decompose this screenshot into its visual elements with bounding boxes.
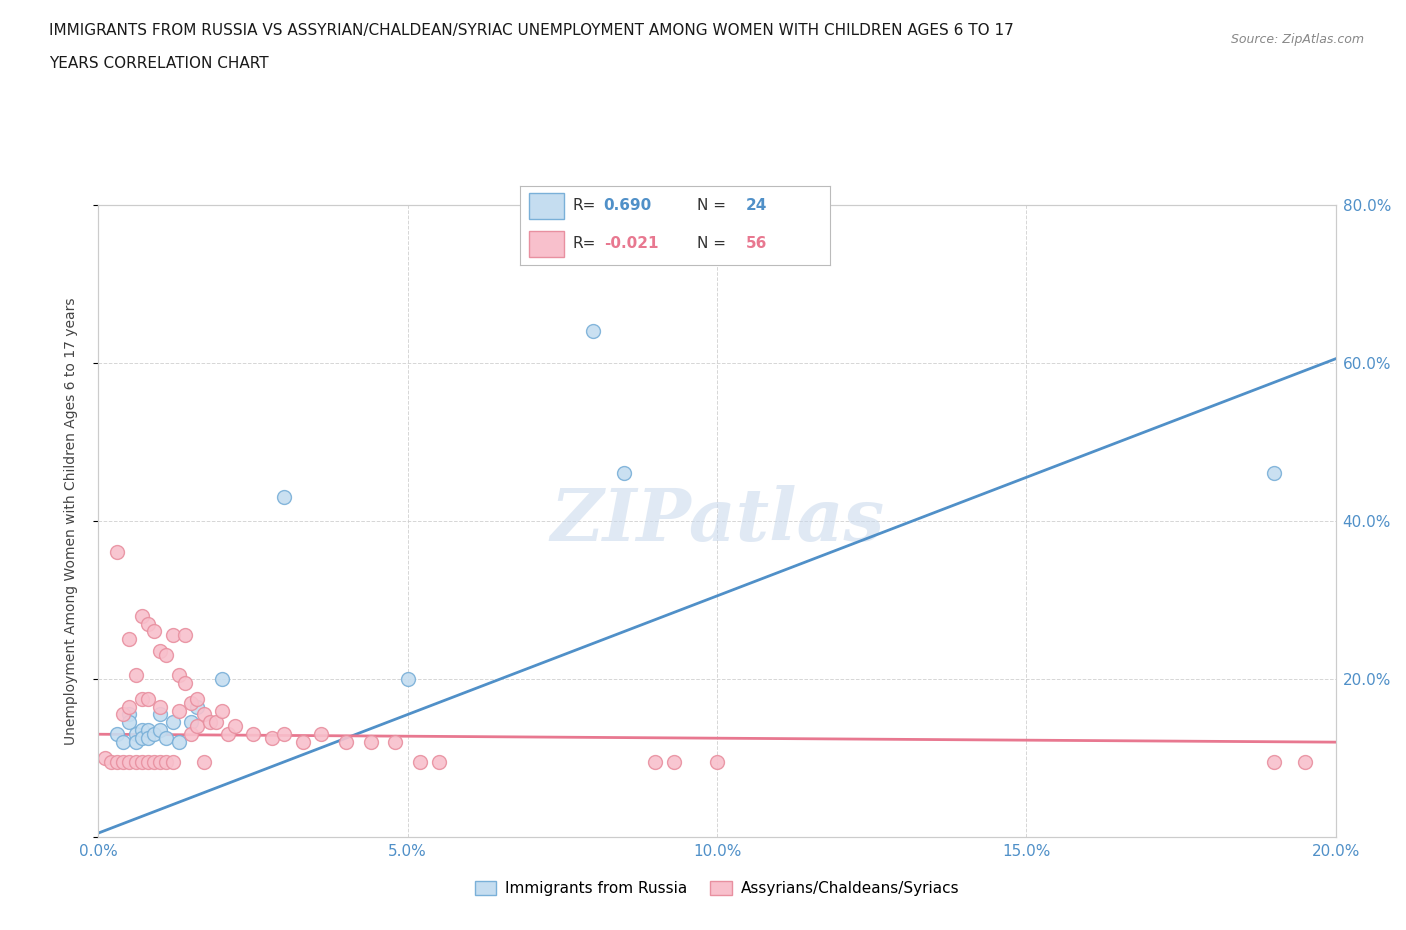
Point <box>118 632 141 647</box>
Point <box>613 466 636 481</box>
Point <box>143 727 166 742</box>
Point <box>105 727 128 742</box>
Point <box>174 628 197 643</box>
Point <box>167 703 190 718</box>
Text: R=: R= <box>572 198 596 213</box>
Legend: Immigrants from Russia, Assyrians/Chaldeans/Syriacs: Immigrants from Russia, Assyrians/Chalde… <box>468 875 966 902</box>
Point <box>131 691 153 706</box>
Point <box>118 707 141 722</box>
Point <box>136 731 159 746</box>
Y-axis label: Unemployment Among Women with Children Ages 6 to 17 years: Unemployment Among Women with Children A… <box>63 297 77 745</box>
Point <box>205 715 228 730</box>
Point <box>149 699 172 714</box>
Point <box>1294 754 1316 769</box>
Point <box>100 754 122 769</box>
Point <box>118 754 141 769</box>
Point <box>124 735 146 750</box>
Point <box>644 754 666 769</box>
Text: 24: 24 <box>747 198 768 213</box>
Point <box>193 754 215 769</box>
Point <box>582 324 605 339</box>
Point <box>180 696 202 711</box>
Text: ZIPatlas: ZIPatlas <box>550 485 884 556</box>
Point <box>149 754 172 769</box>
Point <box>143 624 166 639</box>
Point <box>136 691 159 706</box>
Point <box>180 727 202 742</box>
Point <box>211 703 233 718</box>
Point <box>105 754 128 769</box>
Point <box>260 731 283 746</box>
Point <box>118 699 141 714</box>
Text: N =: N = <box>696 198 725 213</box>
Point <box>131 608 153 623</box>
Point <box>384 735 406 750</box>
Point <box>162 754 184 769</box>
Point <box>167 735 190 750</box>
Point <box>136 754 159 769</box>
Text: YEARS CORRELATION CHART: YEARS CORRELATION CHART <box>49 56 269 71</box>
Point <box>143 754 166 769</box>
Point <box>131 754 153 769</box>
Point <box>224 719 246 734</box>
Text: 56: 56 <box>747 236 768 251</box>
Point <box>335 735 357 750</box>
Point <box>193 707 215 722</box>
Point <box>112 754 135 769</box>
Point <box>186 699 208 714</box>
Point <box>273 490 295 505</box>
Point <box>1263 466 1285 481</box>
Point <box>124 727 146 742</box>
Text: IMMIGRANTS FROM RUSSIA VS ASSYRIAN/CHALDEAN/SYRIAC UNEMPLOYMENT AMONG WOMEN WITH: IMMIGRANTS FROM RUSSIA VS ASSYRIAN/CHALD… <box>49 23 1014 38</box>
Point <box>149 644 172 658</box>
Point <box>124 668 146 683</box>
Point <box>118 715 141 730</box>
Point <box>155 754 177 769</box>
Point <box>396 671 419 686</box>
Text: Source: ZipAtlas.com: Source: ZipAtlas.com <box>1230 33 1364 46</box>
Point <box>409 754 432 769</box>
Point <box>167 668 190 683</box>
Text: N =: N = <box>696 236 725 251</box>
Point <box>186 719 208 734</box>
Point <box>162 628 184 643</box>
Point <box>186 691 208 706</box>
Point <box>131 723 153 737</box>
Point <box>706 754 728 769</box>
Point <box>211 671 233 686</box>
Point <box>162 715 184 730</box>
Point <box>217 727 239 742</box>
Point <box>112 735 135 750</box>
Point <box>1263 754 1285 769</box>
Point <box>131 731 153 746</box>
Text: -0.021: -0.021 <box>603 236 658 251</box>
Point <box>136 617 159 631</box>
Point <box>198 715 221 730</box>
Point <box>360 735 382 750</box>
Text: R=: R= <box>572 236 596 251</box>
Bar <box>530 193 564 219</box>
Point <box>112 707 135 722</box>
Point <box>174 675 197 690</box>
Point <box>427 754 450 769</box>
Point <box>309 727 332 742</box>
Point <box>155 731 177 746</box>
Point <box>124 754 146 769</box>
Point <box>136 723 159 737</box>
Point <box>155 648 177 663</box>
Point <box>149 707 172 722</box>
Bar <box>530 231 564 258</box>
Point <box>149 723 172 737</box>
Point <box>242 727 264 742</box>
Point <box>273 727 295 742</box>
Point <box>662 754 685 769</box>
Point <box>291 735 314 750</box>
Text: 0.690: 0.690 <box>603 198 652 213</box>
Point <box>93 751 115 765</box>
Point <box>180 715 202 730</box>
Point <box>105 545 128 560</box>
